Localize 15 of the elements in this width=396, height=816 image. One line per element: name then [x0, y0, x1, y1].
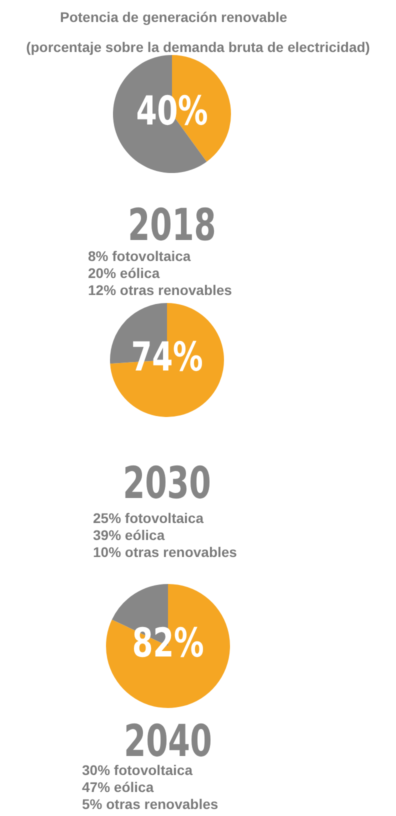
data-label: 82% [132, 620, 204, 667]
text: 5% otras renovables [82, 796, 218, 813]
text: 20% eólica [88, 265, 161, 282]
text: 30% fotovoltaica [82, 762, 194, 779]
text: 2030 [122, 458, 212, 509]
text: 2018 [128, 200, 218, 251]
text: 8% fotovoltaica [88, 248, 192, 265]
text: 47% eólica [82, 779, 155, 796]
chart-subtitle: (porcentaje sobre la demanda bruta de electricidad) [25, 38, 371, 56]
text: 10% otras renovables [93, 544, 237, 561]
chart-title: Potencia de generación renovable [60, 8, 288, 26]
text: 12% otras renovables [88, 282, 232, 299]
text: 25% fotovoltaica [93, 510, 205, 527]
text: 39% eólica [93, 527, 166, 544]
data-label: 74% [131, 334, 203, 381]
